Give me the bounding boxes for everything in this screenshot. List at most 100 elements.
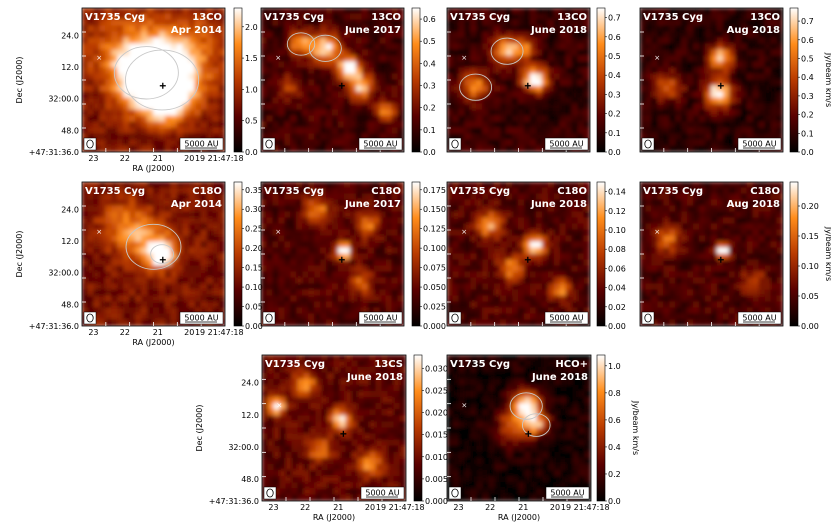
heatmap-image [262, 355, 406, 501]
scalebar-label: 5000 AU [742, 314, 776, 323]
beam-ellipse-icon [86, 313, 94, 323]
epoch-label: Apr 2014 [171, 199, 222, 210]
colorbar-tick-label: 0.2 [608, 110, 621, 119]
beam-ellipse-icon [644, 139, 652, 149]
ra-tick-label: 20 [184, 328, 194, 337]
colorbar-tick-label: 0.050 [423, 283, 446, 292]
panel-c18o-7: V1735 Cyg C18O June 2018 × 5000 AU 0.00 0.02 0.… [446, 181, 626, 331]
ra-tick-label: 20 [184, 154, 194, 163]
panel-13co-3: V1735 Cyg 13CO June 2018 × 5000 AU 0.0 0.1 0.2 0… [446, 7, 621, 157]
colorbar-tick-label: 0.125 [423, 225, 446, 234]
beam-box [83, 137, 97, 151]
scalebar-label: 5000 AU [365, 489, 399, 498]
colorbar-tick-label: 0.15 [245, 264, 263, 273]
dec-tick-label: 12.0 [241, 411, 259, 420]
dec-tick-label: 48.0 [241, 475, 259, 484]
dec-tick-label: +47:31:36.0 [209, 497, 259, 506]
beam-box [641, 137, 655, 151]
beam-ellipse-icon [266, 488, 274, 498]
beam-box [448, 311, 462, 325]
colorbar-tick-label: 0.020 [425, 409, 448, 418]
ra-tick-label: 21 [153, 154, 163, 163]
colorbar-tick-label: 0.10 [608, 226, 626, 235]
scalebar-box [544, 137, 589, 151]
ra-tick-label: 22 [120, 154, 130, 163]
panel-13co-4: V1735 Cyg 13CO Aug 2018 × 5000 AU 0.0 0.1 0.2 0.… [639, 7, 831, 157]
epoch-label: Aug 2018 [727, 25, 780, 36]
y-axis-label: Dec (J2000) [15, 57, 24, 104]
source-name-label: V1735 Cyg [265, 359, 325, 370]
colorbar-tick-label: 0.1 [608, 129, 621, 138]
colorbar-tick-label: 0.30 [245, 205, 263, 214]
colorbar-tick-label: 0.100 [423, 244, 446, 253]
x-axis-label: RA (J2000) [132, 338, 174, 347]
y-axis-label: Dec (J2000) [15, 231, 24, 278]
scalebar-label: 5000 AU [184, 314, 218, 323]
molecule-label: HCO+ [555, 359, 588, 370]
x-axis-label: RA (J2000) [313, 513, 355, 522]
colorbar-tick-label: 0.25 [245, 225, 263, 234]
x-marker-icon: × [654, 54, 660, 62]
dec-tick-label: 32:00.0 [48, 95, 79, 104]
heatmap-image [261, 8, 404, 152]
colorbar-tick-label: 0.025 [423, 303, 446, 312]
colorbar-tick-label: 0.4 [608, 443, 621, 452]
colorbar-axis-label: Jy/beam km/s [824, 226, 831, 281]
source-name-label: V1735 Cyg [450, 359, 510, 370]
heatmap-image [447, 355, 591, 501]
x-marker-icon: × [275, 228, 281, 236]
colorbar-tick-label: 0.00 [245, 322, 263, 331]
beam-ellipse-icon [451, 139, 459, 149]
ra-tick-label: 19 21:47:18 [195, 328, 244, 337]
colorbar-tick-label: 0.10 [245, 283, 263, 292]
colorbar-tick-label: 0.005 [425, 475, 448, 484]
molecule-label: 13CO [371, 12, 401, 23]
colorbar-tick-label: 0.030 [425, 364, 448, 373]
heatmap-image [447, 182, 590, 326]
beam-box [263, 486, 277, 500]
beam-ellipse-icon [644, 313, 652, 323]
epoch-label: June 2017 [344, 199, 401, 210]
colorbar-tick-label: 0.20 [801, 202, 819, 211]
ra-tick-label: 21 [518, 503, 528, 512]
colorbar [596, 7, 606, 153]
colorbar-tick-label: 0.075 [423, 264, 446, 273]
colorbar-tick-label: 0.3 [423, 82, 436, 91]
x-marker-icon: × [275, 54, 281, 62]
colorbar [411, 181, 421, 327]
panel-c18o-5: V1735 Cyg C18O Apr 2014 × 5000 AU 0.00 0.05 0.1… [15, 181, 263, 347]
ra-tick-label: 22 [300, 503, 310, 512]
ra-tick-label: 23 [88, 154, 98, 163]
scalebar-label: 5000 AU [363, 140, 397, 149]
molecule-label: 13CS [374, 359, 403, 370]
x-marker-icon: × [96, 54, 102, 62]
colorbar-tick-label: 1.0 [608, 362, 621, 371]
colorbar-tick-label: 0.6 [801, 36, 814, 45]
dec-tick-label: +47:31:36.0 [29, 148, 79, 157]
source-name-label: V1735 Cyg [264, 186, 324, 197]
heatmap-image [640, 8, 783, 152]
scalebar-box [179, 311, 224, 325]
panel-13co-1: V1735 Cyg 13CO Apr 2014 × 5000 AU 0.0 0.5 1.0 1.… [15, 7, 258, 173]
colorbar-tick-label: 0.02 [608, 303, 626, 312]
colorbar-tick-label: 0.0 [608, 497, 621, 506]
scalebar-label: 5000 AU [184, 140, 218, 149]
source-name-label: V1735 Cyg [450, 186, 510, 197]
colorbar-tick-label: 0.04 [608, 284, 626, 293]
colorbar [233, 181, 243, 327]
ra-tick-label: 20 [365, 503, 375, 512]
colorbar-tick-label: 0.0 [245, 148, 258, 157]
epoch-label: Apr 2014 [171, 25, 222, 36]
source-name-label: V1735 Cyg [643, 12, 703, 23]
epoch-label: Aug 2018 [727, 199, 780, 210]
scalebar-box [360, 486, 405, 500]
beam-box [641, 311, 655, 325]
colorbar-tick-label: 0.0 [608, 148, 621, 157]
ra-tick-label: 19 21:47:18 [195, 154, 244, 163]
colorbar-tick-label: 0.000 [425, 497, 448, 506]
colorbar-tick-label: 0.00 [801, 322, 819, 331]
colorbar-tick-label: 0.3 [608, 90, 621, 99]
colorbar-tick-label: 0.05 [245, 303, 263, 312]
epoch-label: June 2017 [344, 25, 401, 36]
ra-tick-label: 22 [120, 328, 130, 337]
